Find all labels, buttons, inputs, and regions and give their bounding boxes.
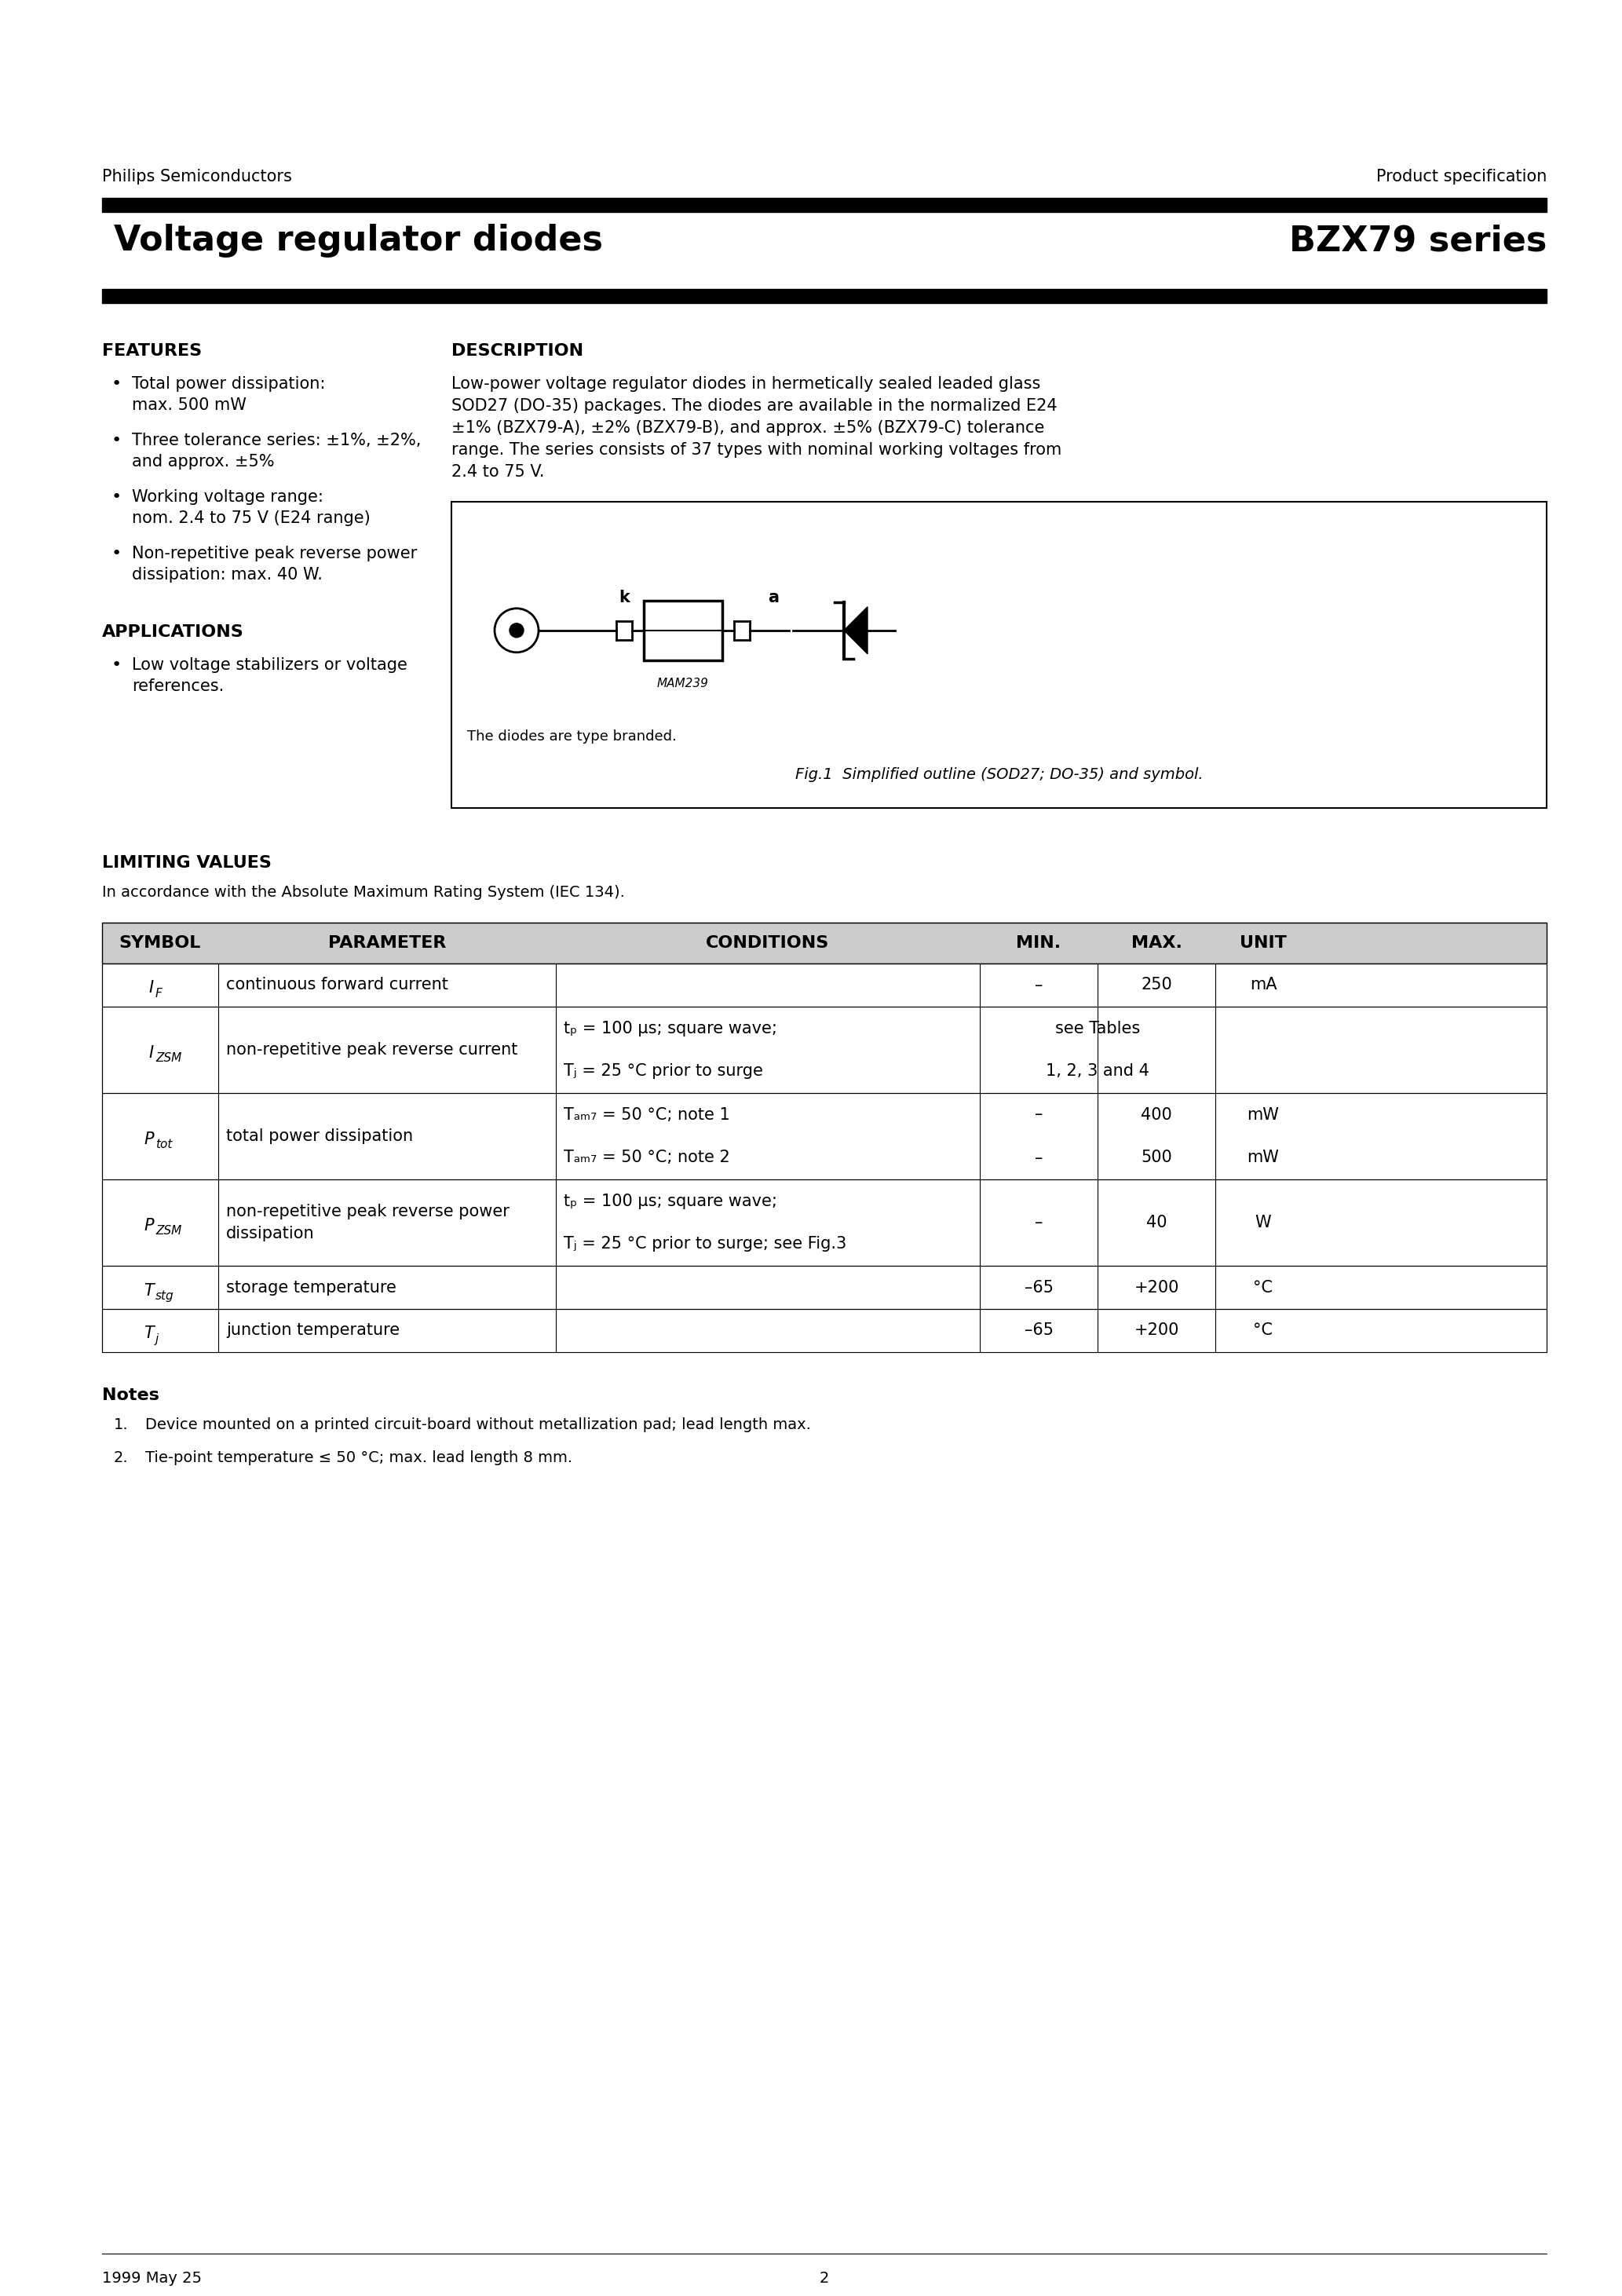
Text: The diodes are type branded.: The diodes are type branded. — [467, 730, 676, 744]
Text: Philips Semiconductors: Philips Semiconductors — [102, 170, 292, 184]
Text: Tⱼ = 25 °C prior to surge; see Fig.3: Tⱼ = 25 °C prior to surge; see Fig.3 — [564, 1235, 847, 1251]
Bar — [102, 1309, 1547, 1352]
Text: –65: –65 — [1023, 1322, 1053, 1339]
Text: –65: –65 — [1023, 1279, 1053, 1295]
Text: In accordance with the Absolute Maximum Rating System (IEC 134).: In accordance with the Absolute Maximum … — [102, 884, 624, 900]
Text: MAX.: MAX. — [1131, 934, 1182, 951]
Text: •: • — [112, 657, 122, 673]
Text: BZX79 series: BZX79 series — [1289, 223, 1547, 257]
Text: Non-repetitive peak reverse power
dissipation: max. 40 W.: Non-repetitive peak reverse power dissip… — [131, 546, 417, 583]
Text: •: • — [112, 377, 122, 393]
Text: ZSM: ZSM — [156, 1226, 182, 1238]
Text: Tⱼ = 25 °C prior to surge: Tⱼ = 25 °C prior to surge — [564, 1063, 762, 1079]
Text: MIN.: MIN. — [1017, 934, 1061, 951]
Text: °C: °C — [1254, 1322, 1273, 1339]
Text: Tₐₘ₇ = 50 °C; note 1: Tₐₘ₇ = 50 °C; note 1 — [564, 1107, 730, 1123]
Text: Low-power voltage regulator diodes in hermetically sealed leaded glass
SOD27 (DO: Low-power voltage regulator diodes in he… — [451, 377, 1062, 480]
Text: Three tolerance series: ±1%, ±2%,
and approx. ±5%: Three tolerance series: ±1%, ±2%, and ap… — [131, 432, 422, 471]
Text: total power dissipation: total power dissipation — [225, 1127, 414, 1143]
Bar — [102, 1093, 1547, 1180]
Text: stg: stg — [156, 1290, 174, 1302]
Text: j: j — [156, 1334, 159, 1345]
Bar — [102, 1265, 1547, 1309]
Text: +200: +200 — [1134, 1279, 1179, 1295]
Text: see Tables: see Tables — [1054, 1019, 1140, 1035]
Text: I: I — [149, 1045, 154, 1061]
Text: T: T — [144, 1283, 154, 1297]
Text: 500: 500 — [1140, 1150, 1173, 1166]
Text: 1, 2, 3 and 4: 1, 2, 3 and 4 — [1046, 1063, 1150, 1079]
Text: Working voltage range:
nom. 2.4 to 75 V (E24 range): Working voltage range: nom. 2.4 to 75 V … — [131, 489, 370, 526]
Bar — [451, 503, 1547, 808]
Text: Tie-point temperature ≤ 50 °C; max. lead length 8 mm.: Tie-point temperature ≤ 50 °C; max. lead… — [146, 1451, 573, 1465]
Text: •: • — [112, 546, 122, 563]
Bar — [102, 1006, 1547, 1093]
Text: Notes: Notes — [102, 1387, 159, 1403]
Text: PARAMETER: PARAMETER — [328, 934, 446, 951]
Text: continuous forward current: continuous forward current — [225, 978, 448, 992]
Text: Product specification: Product specification — [1375, 170, 1547, 184]
Text: T: T — [144, 1325, 154, 1341]
Text: Tₐₘ₇ = 50 °C; note 2: Tₐₘ₇ = 50 °C; note 2 — [564, 1150, 730, 1166]
Text: Device mounted on a printed circuit-board without metallization pad; lead length: Device mounted on a printed circuit-boar… — [146, 1417, 811, 1433]
Text: UNIT: UNIT — [1239, 934, 1286, 951]
Text: –: – — [1035, 978, 1043, 992]
Text: P: P — [144, 1217, 154, 1233]
Text: SYMBOL: SYMBOL — [118, 934, 201, 951]
Text: CONDITIONS: CONDITIONS — [706, 934, 829, 951]
Circle shape — [509, 622, 524, 638]
Text: mA: mA — [1249, 978, 1277, 992]
Text: storage temperature: storage temperature — [225, 1279, 396, 1295]
Text: Total power dissipation:
max. 500 mW: Total power dissipation: max. 500 mW — [131, 377, 326, 413]
Text: FEATURES: FEATURES — [102, 342, 201, 358]
Text: –: – — [1035, 1150, 1043, 1166]
Bar — [102, 923, 1547, 964]
Text: 2: 2 — [819, 2271, 829, 2287]
Text: k: k — [618, 590, 629, 606]
Text: Low voltage stabilizers or voltage
references.: Low voltage stabilizers or voltage refer… — [131, 657, 407, 693]
Text: junction temperature: junction temperature — [225, 1322, 399, 1339]
Text: 400: 400 — [1140, 1107, 1173, 1123]
Text: Fig.1  Simplified outline (SOD27; DO-35) and symbol.: Fig.1 Simplified outline (SOD27; DO-35) … — [795, 767, 1204, 783]
Text: MAM239: MAM239 — [657, 677, 709, 689]
Text: APPLICATIONS: APPLICATIONS — [102, 625, 243, 641]
Text: +200: +200 — [1134, 1322, 1179, 1339]
Text: LIMITING VALUES: LIMITING VALUES — [102, 854, 271, 870]
Text: tₚ = 100 μs; square wave;: tₚ = 100 μs; square wave; — [564, 1194, 777, 1210]
Text: a: a — [767, 590, 779, 606]
Text: Voltage regulator diodes: Voltage regulator diodes — [114, 223, 603, 257]
Text: F: F — [156, 987, 162, 999]
Text: mW: mW — [1247, 1107, 1280, 1123]
Text: 1.: 1. — [114, 1417, 128, 1433]
Text: I: I — [149, 980, 154, 996]
Text: 250: 250 — [1140, 978, 1173, 992]
Text: °C: °C — [1254, 1279, 1273, 1295]
Bar — [102, 289, 1547, 303]
Text: •: • — [112, 432, 122, 448]
Polygon shape — [843, 606, 868, 654]
Text: non-repetitive peak reverse power
dissipation: non-repetitive peak reverse power dissip… — [225, 1203, 509, 1242]
Text: 40: 40 — [1147, 1215, 1166, 1231]
Text: –: – — [1035, 1215, 1043, 1231]
Bar — [644, 602, 722, 661]
Text: tₚ = 100 μs; square wave;: tₚ = 100 μs; square wave; — [564, 1019, 777, 1035]
Text: non-repetitive peak reverse current: non-repetitive peak reverse current — [225, 1042, 517, 1058]
Text: 2.: 2. — [114, 1451, 128, 1465]
Text: •: • — [112, 489, 122, 505]
Text: 1999 May 25: 1999 May 25 — [102, 2271, 201, 2287]
Text: tot: tot — [156, 1139, 172, 1150]
Text: –: – — [1035, 1107, 1043, 1123]
Text: ZSM: ZSM — [156, 1052, 182, 1065]
Text: P: P — [144, 1132, 154, 1148]
Text: W: W — [1255, 1215, 1272, 1231]
Bar — [102, 197, 1547, 211]
Text: mW: mW — [1247, 1150, 1280, 1166]
Text: DESCRIPTION: DESCRIPTION — [451, 342, 584, 358]
Bar — [102, 1180, 1547, 1265]
Bar — [102, 964, 1547, 1006]
